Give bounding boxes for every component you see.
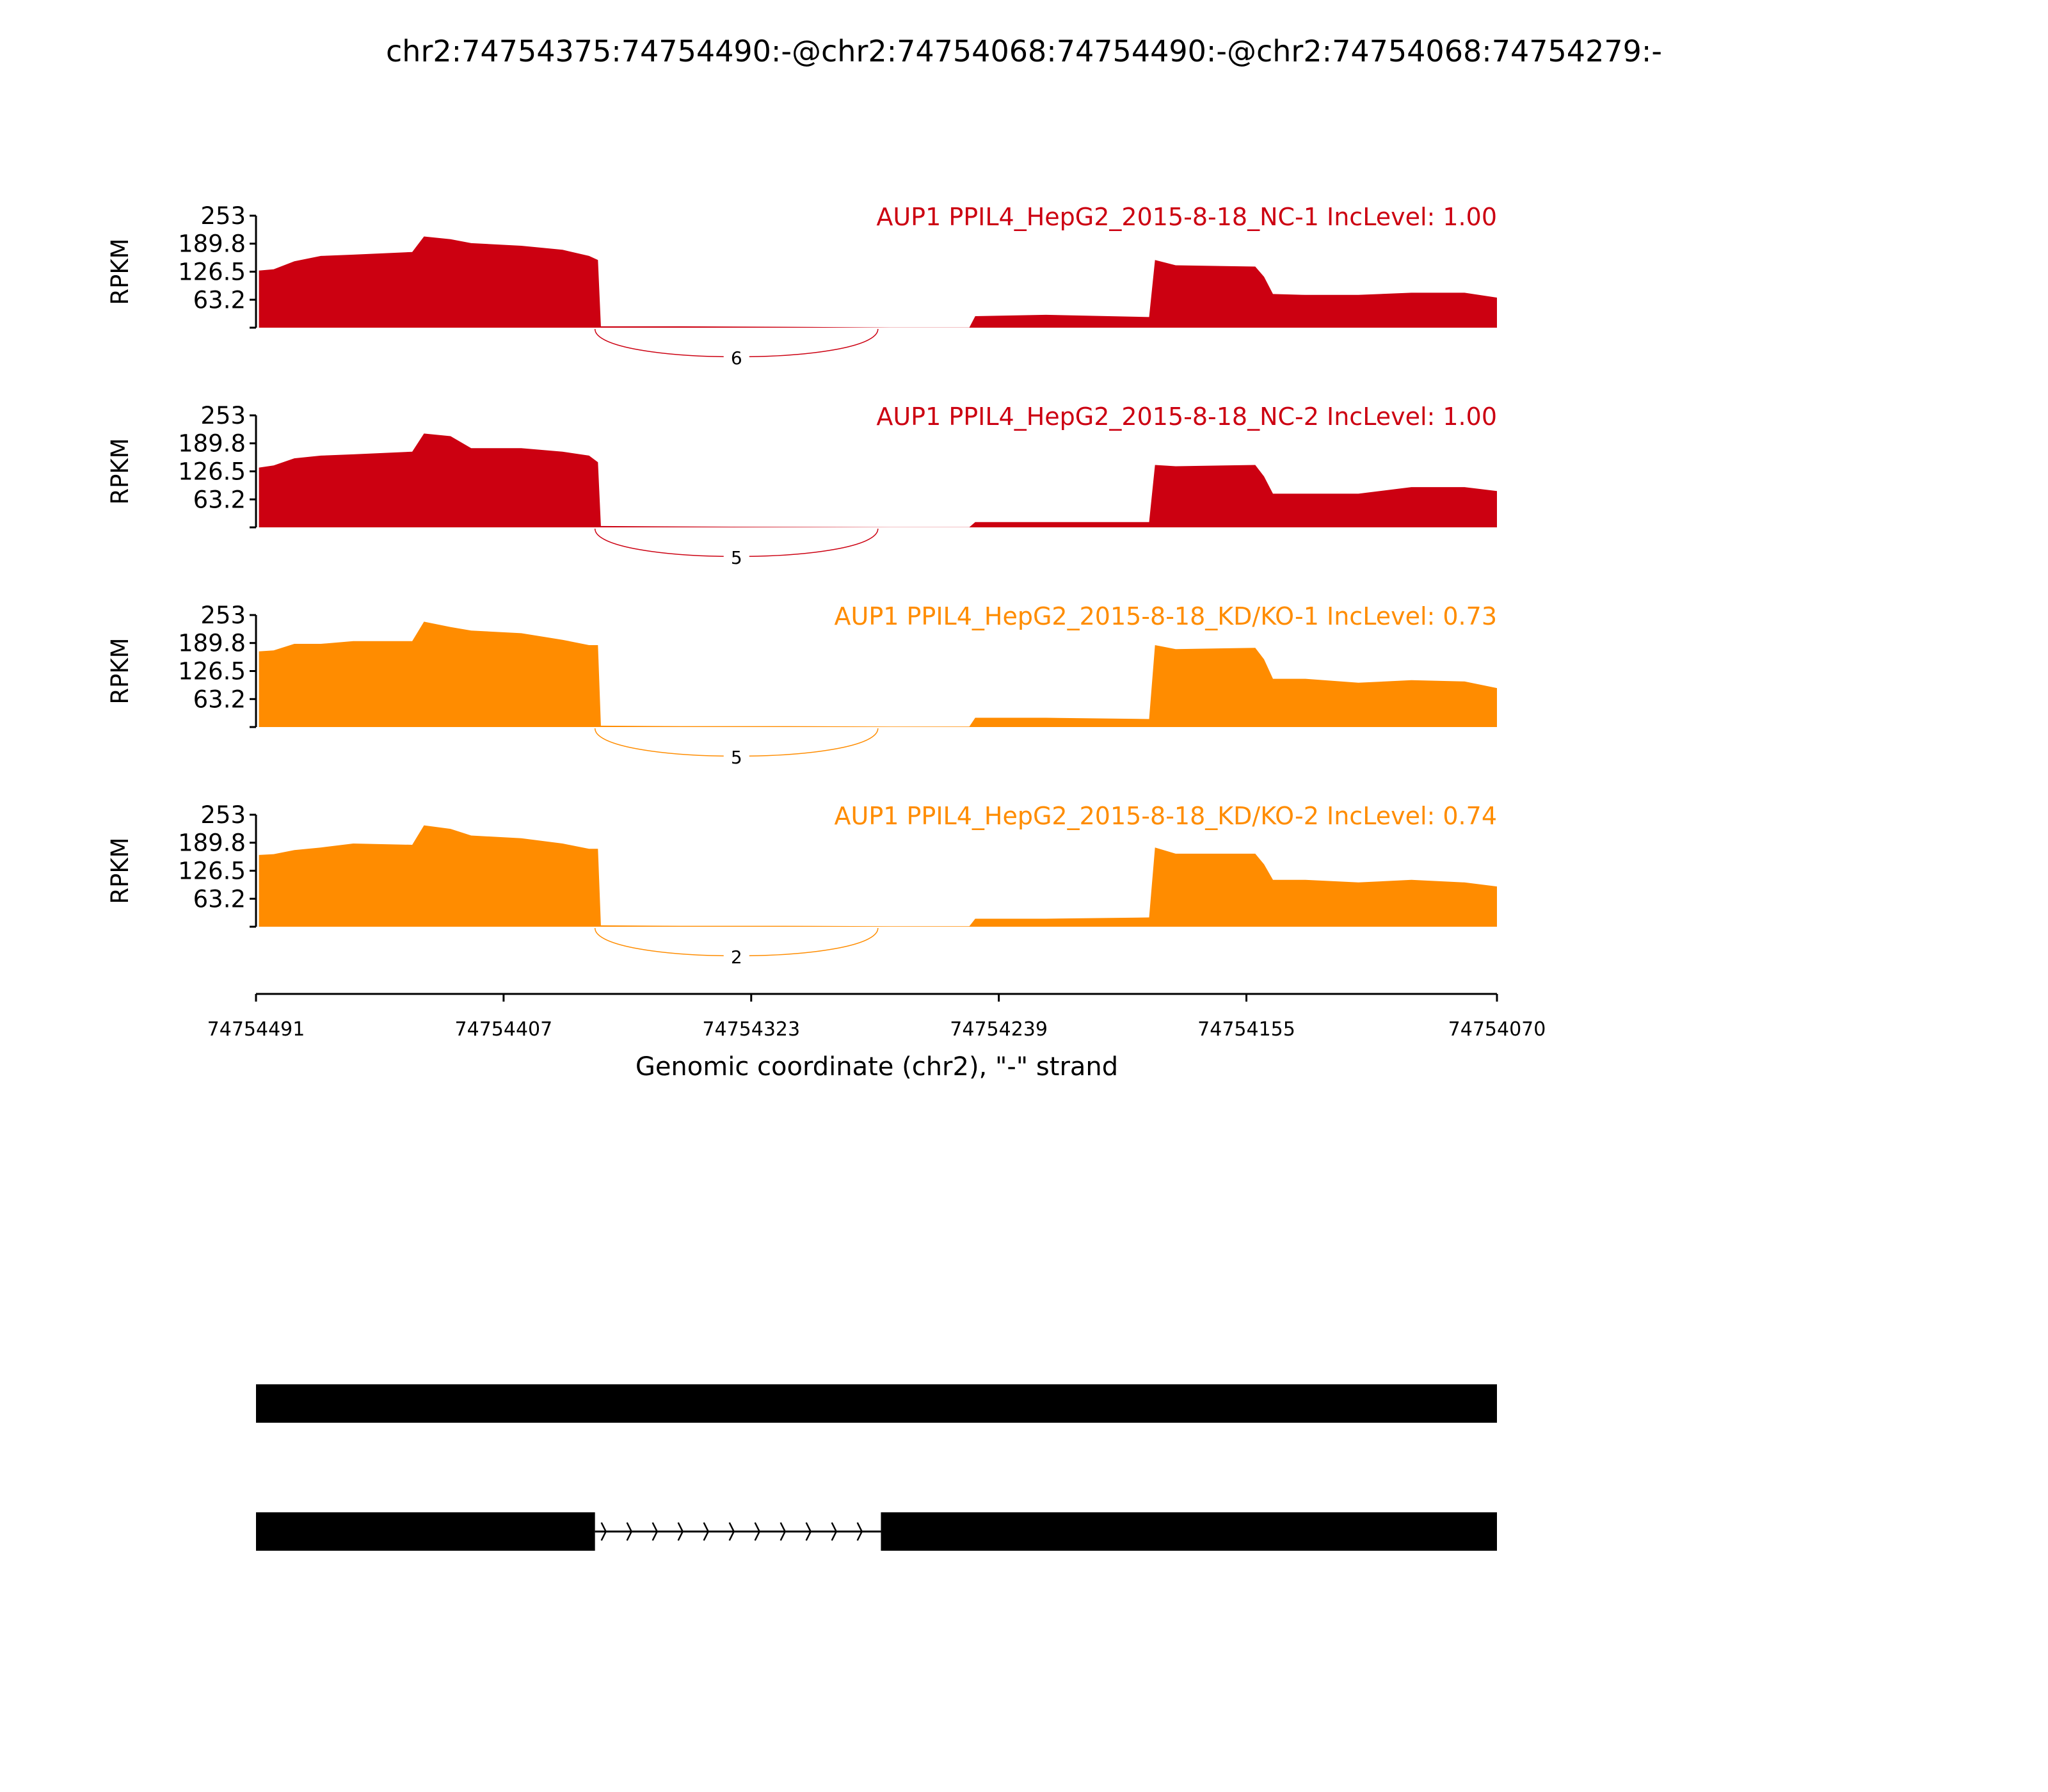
strand-arrow-icon <box>652 1522 659 1541</box>
junction-count: 5 <box>731 547 742 568</box>
junction-count: 2 <box>731 947 742 968</box>
y-tick-label: 63.2 <box>193 286 246 314</box>
junction-count: 5 <box>731 747 742 768</box>
x-tick-label: 74754407 <box>455 1018 553 1041</box>
y-axis-label: RPKM <box>106 637 134 704</box>
isoform-1 <box>256 1384 1497 1423</box>
y-tick-label: 63.2 <box>193 486 246 513</box>
x-tick-label: 74754323 <box>702 1018 800 1041</box>
strand-arrow-icon <box>677 1522 684 1541</box>
strand-arrow-icon <box>805 1522 812 1541</box>
gene-model-track <box>256 1384 1497 1551</box>
y-axis-label: RPKM <box>106 438 134 504</box>
x-axis-label: Genomic coordinate (chr2), "-" strand <box>636 1052 1118 1082</box>
x-tick-label: 74754491 <box>207 1018 305 1041</box>
x-tick-label: 74754155 <box>1197 1018 1295 1041</box>
strand-arrow-icon <box>856 1522 863 1541</box>
y-tick-label: 253 <box>200 801 246 829</box>
exon-block <box>256 1512 595 1551</box>
y-tick-label: 189.8 <box>178 430 246 458</box>
junction-label-bg <box>723 547 749 570</box>
strand-arrow-icon <box>780 1522 787 1541</box>
y-tick-label: 126.5 <box>178 858 246 885</box>
y-axis-label: RPKM <box>106 238 134 305</box>
coverage-area <box>259 433 1498 527</box>
sample-label: AUP1 PPIL4_HepG2_2015-8-18_NC-1 IncLevel… <box>876 203 1497 231</box>
chart-title: chr2:74754375:74754490:-@chr2:74754068:7… <box>386 34 1662 68</box>
y-tick-label: 189.8 <box>178 829 246 857</box>
sample-label: AUP1 PPIL4_HepG2_2015-8-18_NC-2 IncLevel… <box>876 403 1497 431</box>
sample-label: AUP1 PPIL4_HepG2_2015-8-18_KD/KO-1 IncLe… <box>835 602 1497 630</box>
strand-arrow-icon <box>600 1522 607 1541</box>
strand-arrow-icon <box>728 1522 735 1541</box>
y-tick-label: 253 <box>200 202 246 230</box>
exon-block <box>256 1384 1497 1423</box>
y-tick-label: 253 <box>200 402 246 429</box>
strand-arrow-icon <box>754 1522 761 1541</box>
y-tick-label: 126.5 <box>178 259 246 286</box>
y-axis-label: RPKM <box>106 837 134 904</box>
y-tick-label: 253 <box>200 602 246 629</box>
coverage-area <box>259 621 1498 727</box>
coverage-area <box>259 825 1498 927</box>
strand-arrow-icon <box>831 1522 838 1541</box>
y-tick-label: 189.8 <box>178 230 246 258</box>
y-tick-label: 126.5 <box>178 458 246 486</box>
y-tick-label: 63.2 <box>193 885 246 913</box>
x-axis: 74754491 74754407 74754323 74754239 74754155… <box>207 993 1546 1041</box>
junction-label-bg <box>723 347 749 370</box>
y-tick-label: 189.8 <box>178 630 246 657</box>
x-tick-label: 74754070 <box>1448 1018 1546 1041</box>
sample-label: AUP1 PPIL4_HepG2_2015-8-18_KD/KO-2 IncLe… <box>835 802 1497 830</box>
y-tick-label: 126.5 <box>178 658 246 685</box>
strand-arrow-icon <box>626 1522 633 1541</box>
x-tick-label: 74754239 <box>950 1018 1048 1041</box>
junction-label-bg <box>723 746 749 769</box>
isoform-2 <box>256 1512 1497 1551</box>
y-tick-label: 63.2 <box>193 685 246 713</box>
junction-label-bg <box>723 946 749 969</box>
exon-block <box>881 1512 1497 1551</box>
coverage-area <box>259 236 1498 328</box>
strand-arrow-icon <box>703 1522 710 1541</box>
junction-count: 6 <box>731 348 742 369</box>
